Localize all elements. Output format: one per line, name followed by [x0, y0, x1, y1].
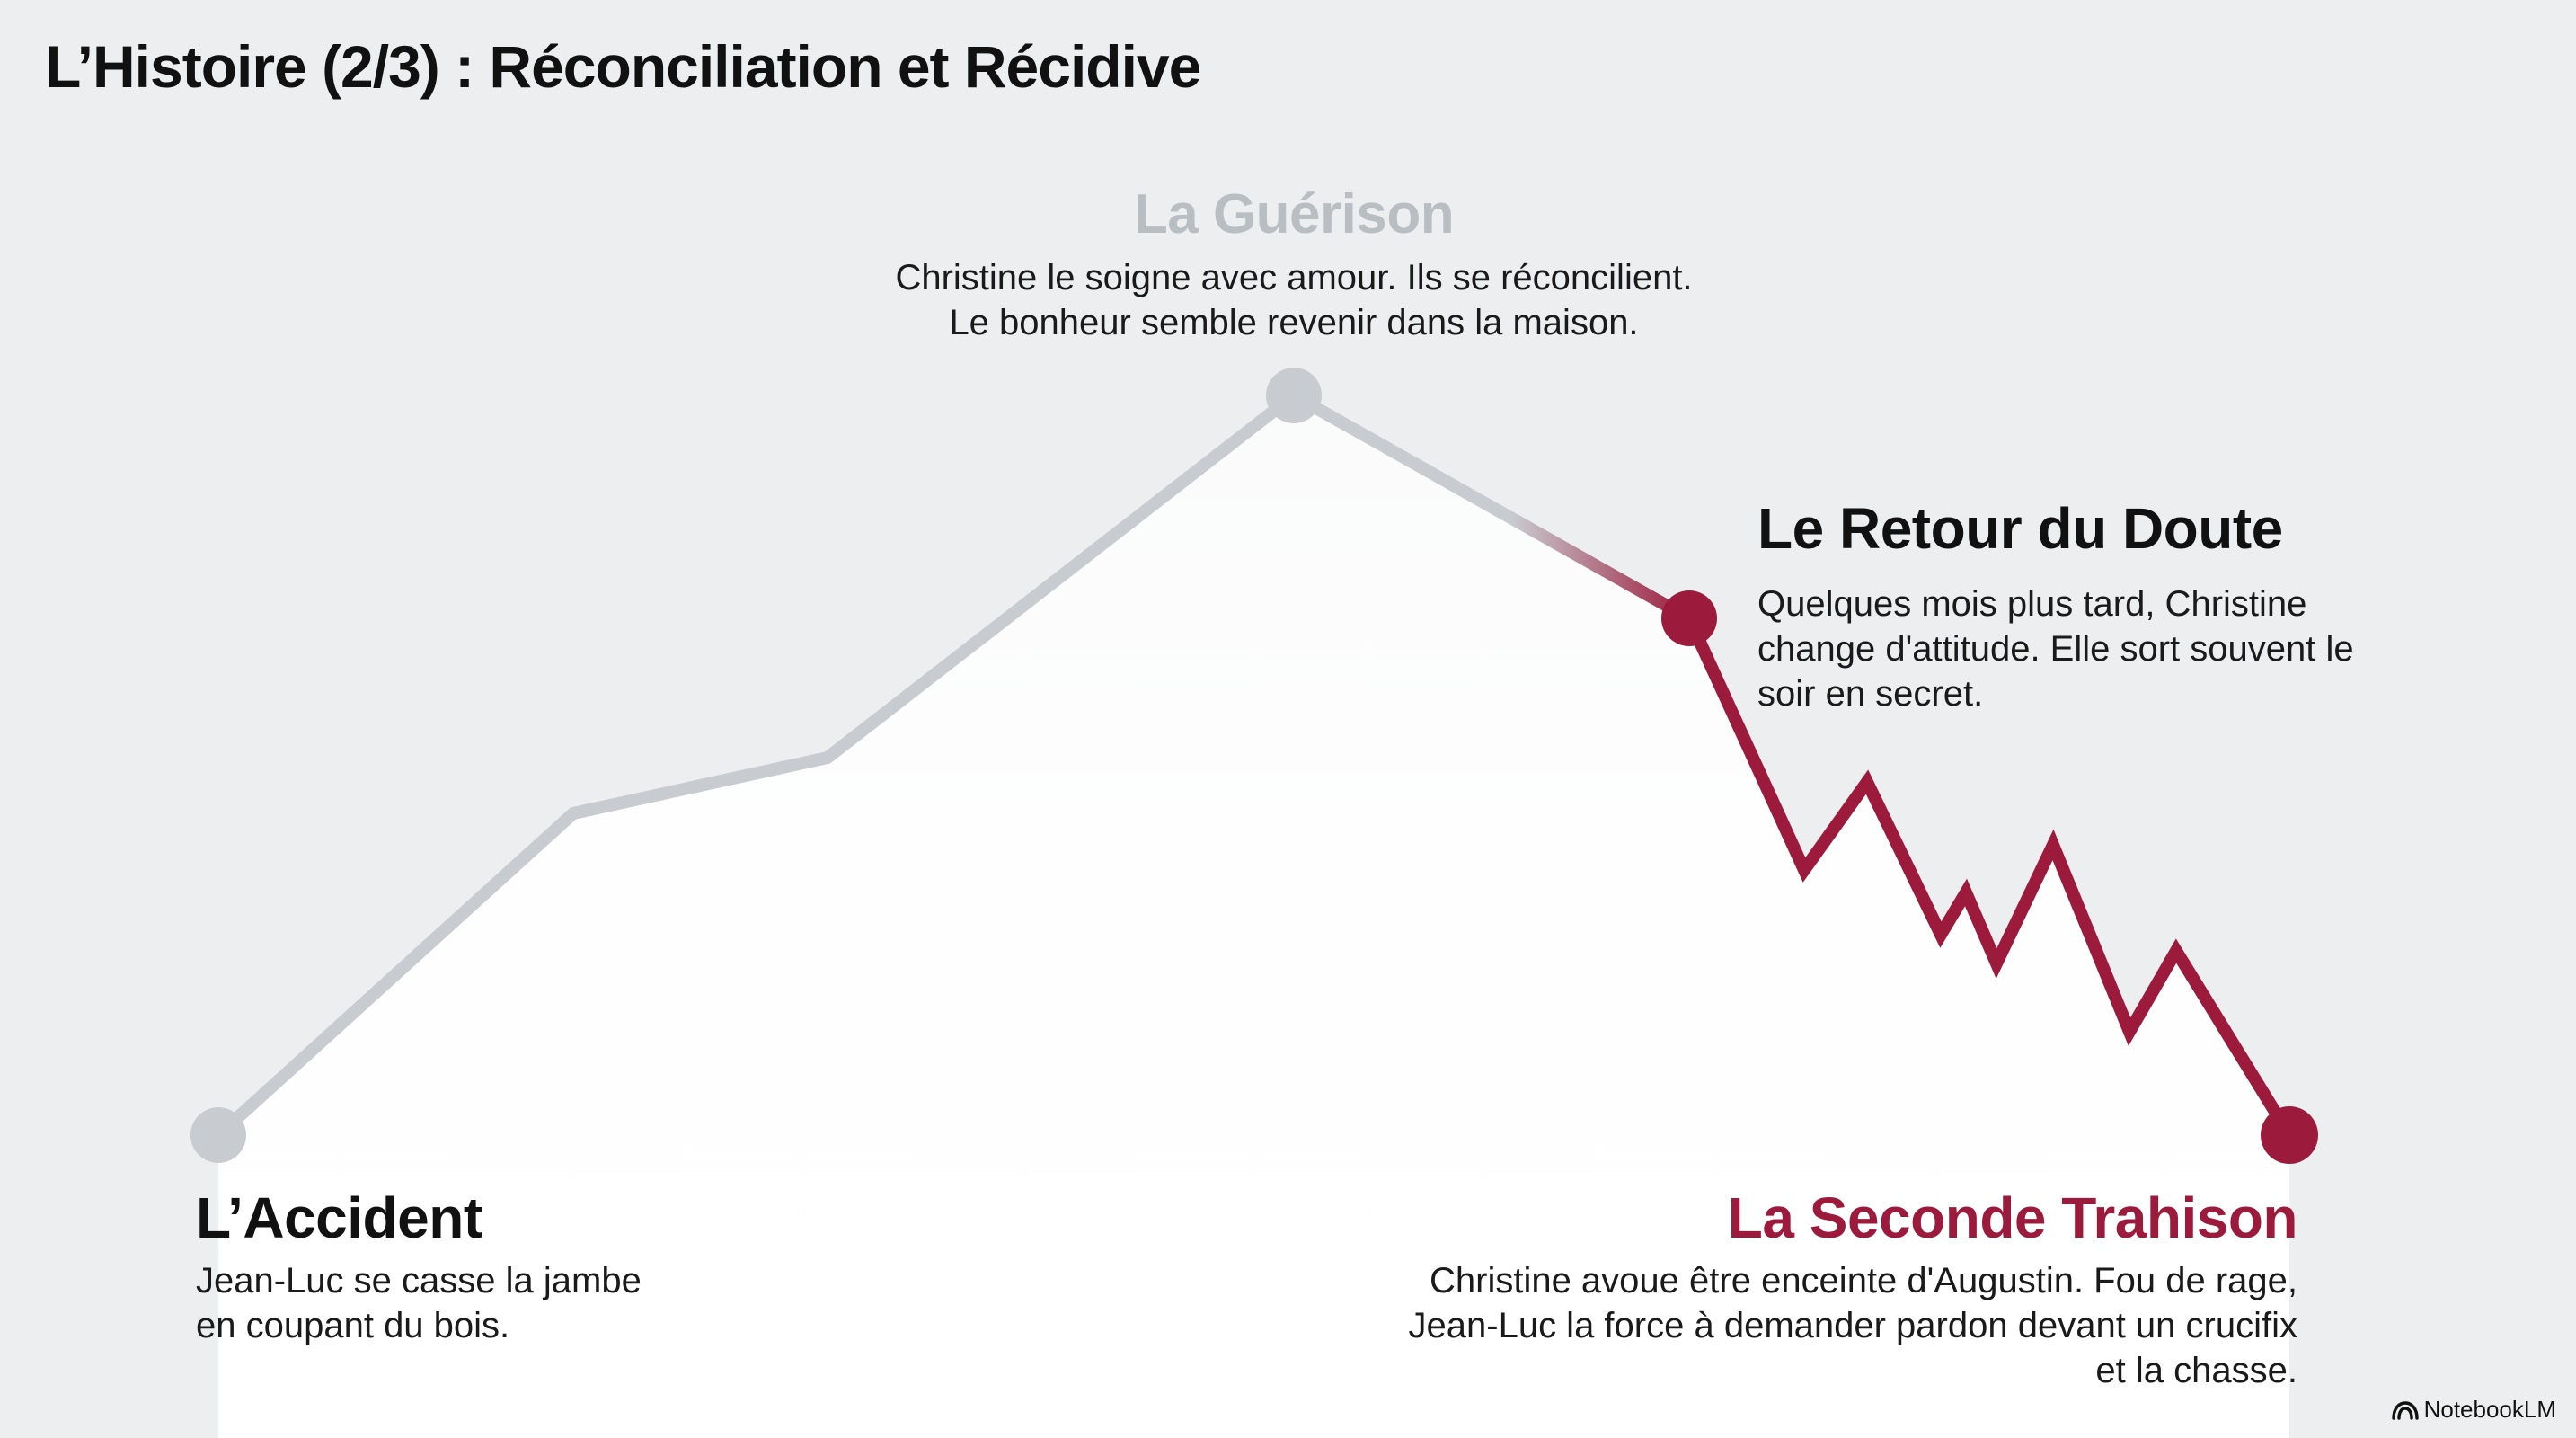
node-trahison [2261, 1106, 2318, 1164]
event-desc-trahison: Christine avoue être enceinte d'Augustin… [1309, 1258, 2297, 1393]
event-desc-line: et la chasse. [2095, 1351, 2297, 1390]
event-label-accident: L’Accident [196, 1185, 482, 1250]
event-desc-line: Quelques mois plus tard, Christine [1757, 584, 2307, 624]
arc-line-transition [1288, 389, 1695, 625]
arc-line-zigzag [1683, 612, 2296, 1141]
notebooklm-logo-icon [2391, 1400, 2419, 1420]
event-desc-line: Christine le soigne avec amour. Ils se r… [895, 258, 1693, 297]
event-desc-accident: Jean-Luc se casse la jambe en coupant du… [196, 1258, 753, 1348]
arc-line-rise [212, 389, 1300, 1141]
node-doute [1661, 590, 1717, 646]
event-desc-guerison: Christine le soigne avec amour. Ils se r… [836, 255, 1752, 345]
event-desc-line: Jean-Luc se casse la jambe [196, 1261, 642, 1300]
event-desc-line: Christine avoue être enceinte d'Augustin… [1429, 1261, 2297, 1300]
event-desc-line: Jean-Luc la force à demander pardon deva… [1408, 1306, 2297, 1345]
event-label-doute: Le Retour du Doute [1757, 496, 2283, 561]
event-desc-line: soir en secret. [1757, 674, 1984, 714]
event-desc-line: change d'attitude. Elle sort souvent le [1757, 629, 2354, 669]
node-accident [190, 1107, 246, 1163]
brand-name: NotebookLM [2423, 1396, 2556, 1423]
node-guerison [1266, 368, 1322, 423]
page-title: L’Histoire (2/3) : Réconciliation et Réc… [45, 33, 1201, 100]
event-desc-line: Le bonheur semble revenir dans la maison… [949, 303, 1639, 342]
event-label-guerison: La Guérison [1133, 183, 1455, 245]
arc-area [218, 395, 2289, 1438]
notebooklm-branding: NotebookLM [2391, 1396, 2556, 1424]
event-desc-line: en coupant du bois. [196, 1306, 510, 1345]
event-desc-doute: Quelques mois plus tard, Christine chang… [1757, 581, 2404, 716]
event-label-trahison: La Seconde Trahison [1727, 1185, 2298, 1250]
